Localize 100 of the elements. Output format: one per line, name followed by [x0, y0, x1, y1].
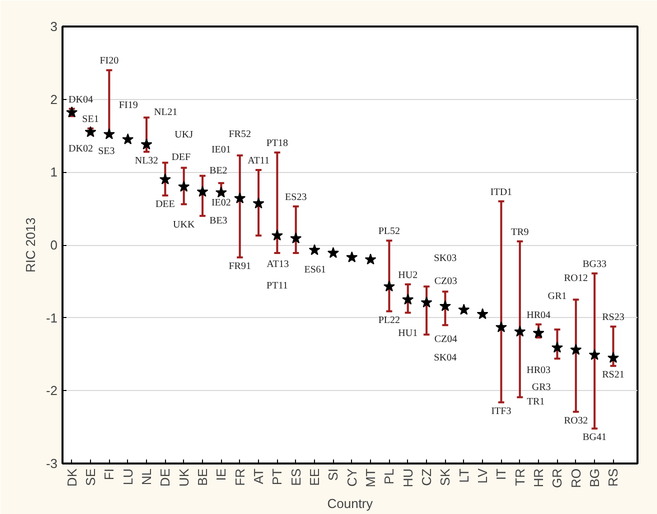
y-tick-label: -2 — [46, 383, 58, 398]
x-tick-label: LU — [120, 468, 136, 486]
point — [346, 251, 358, 262]
point — [103, 128, 115, 140]
y-tick-label: 1 — [50, 164, 58, 180]
x-tick-label: AT — [251, 468, 266, 484]
y-tick-label: 3 — [50, 19, 58, 34]
annotation: GR1 — [548, 290, 567, 302]
x-tick-label: SI — [326, 468, 341, 481]
annotation: NL32 — [134, 155, 158, 166]
x-tick-label: LT — [456, 468, 472, 483]
annotation: SK04 — [434, 352, 457, 364]
point — [122, 133, 134, 144]
annotation: PL22 — [378, 314, 400, 326]
x-tick-label: IE — [214, 468, 229, 481]
x-tick-label: SE — [83, 468, 98, 486]
point — [570, 344, 582, 355]
annotation: DEE — [155, 198, 175, 210]
point — [551, 342, 563, 353]
point — [476, 308, 488, 320]
x-tick-label: DE — [158, 468, 173, 487]
x-tick-label: MT — [363, 468, 378, 488]
annotation: SE1 — [82, 114, 99, 125]
point — [458, 304, 470, 315]
point — [532, 327, 544, 338]
annotation: RS23 — [602, 312, 624, 324]
annotation: UKJ — [174, 129, 194, 140]
annotation: DK02 — [68, 144, 93, 155]
annotation: FI19 — [118, 100, 138, 111]
point — [402, 294, 414, 305]
point — [252, 197, 264, 208]
point — [588, 348, 600, 360]
x-axis-title: Country — [327, 496, 374, 511]
y-tick-label: 0 — [50, 238, 58, 252]
annotation: SE3 — [98, 146, 115, 157]
annotation: IE02 — [211, 198, 231, 209]
annotation: UKK — [173, 220, 196, 231]
annotation: PT11 — [266, 280, 288, 292]
point — [159, 173, 171, 184]
y-tick-label: -1 — [46, 310, 58, 326]
point — [290, 232, 302, 244]
x-tick-label: RO — [568, 468, 584, 488]
x-tick-label: CY — [344, 468, 360, 487]
x-tick-label: CZ — [419, 468, 434, 486]
annotation: TR9 — [510, 226, 529, 238]
annotation: DK04 — [68, 94, 93, 106]
annotation: HR03 — [526, 365, 551, 376]
point — [495, 321, 507, 332]
annotation: DEF — [172, 152, 191, 164]
point — [196, 186, 208, 197]
annotation: IE01 — [211, 144, 231, 156]
y-tick-label: 2 — [50, 92, 58, 107]
x-tick-label: EE — [307, 468, 322, 486]
x-tick-label: SK — [438, 468, 453, 486]
x-tick-label: FR — [232, 468, 248, 486]
annotation: ITD1 — [490, 186, 512, 198]
x-tick-label: GR — [550, 468, 565, 488]
x-tick-label: LV — [475, 468, 490, 484]
x-tick-label: DK — [64, 468, 80, 487]
annotation: ES23 — [285, 192, 307, 203]
x-tick-label: HU — [400, 468, 416, 488]
x-tick-label: FI — [102, 468, 117, 480]
point — [178, 180, 190, 192]
annotation: HR04 — [526, 310, 551, 321]
annotation: BE3 — [210, 215, 228, 226]
annotation: PL52 — [378, 226, 400, 238]
annotation: ITF3 — [491, 406, 512, 417]
x-tick-label: PT — [270, 468, 285, 486]
x-tick-label: BG — [587, 468, 602, 488]
point — [514, 326, 526, 337]
point — [327, 247, 339, 258]
point — [364, 254, 376, 265]
point — [140, 138, 152, 150]
x-tick-label: PL — [382, 468, 397, 484]
point — [608, 352, 619, 363]
point — [234, 192, 246, 204]
x-tick-label: IT — [494, 468, 509, 480]
annotation: GR3 — [532, 382, 551, 394]
y-tick-label: -3 — [46, 456, 58, 471]
point — [215, 186, 227, 198]
x-tick-label: BE — [195, 468, 210, 486]
annotation: BE2 — [210, 165, 228, 176]
x-tick-label: HR — [531, 468, 546, 488]
annotation: AT11 — [248, 155, 270, 166]
annotation: CZ03 — [434, 276, 458, 288]
annotation: RS21 — [602, 369, 624, 380]
point — [383, 280, 395, 292]
annotation: SK03 — [434, 253, 457, 264]
annotation: FR52 — [228, 128, 251, 140]
annotation: AT13 — [266, 259, 289, 270]
annotation: CZ04 — [434, 334, 458, 346]
x-tick-label: UK — [176, 468, 192, 487]
point — [439, 300, 451, 312]
point — [271, 230, 283, 240]
x-tick-label: ES — [288, 468, 304, 486]
annotation: HU2 — [398, 270, 418, 281]
annotation: BG33 — [582, 258, 607, 270]
annotation: HU1 — [398, 328, 418, 340]
x-tick-label: NL — [139, 468, 154, 486]
annotation: TR1 — [526, 396, 545, 408]
